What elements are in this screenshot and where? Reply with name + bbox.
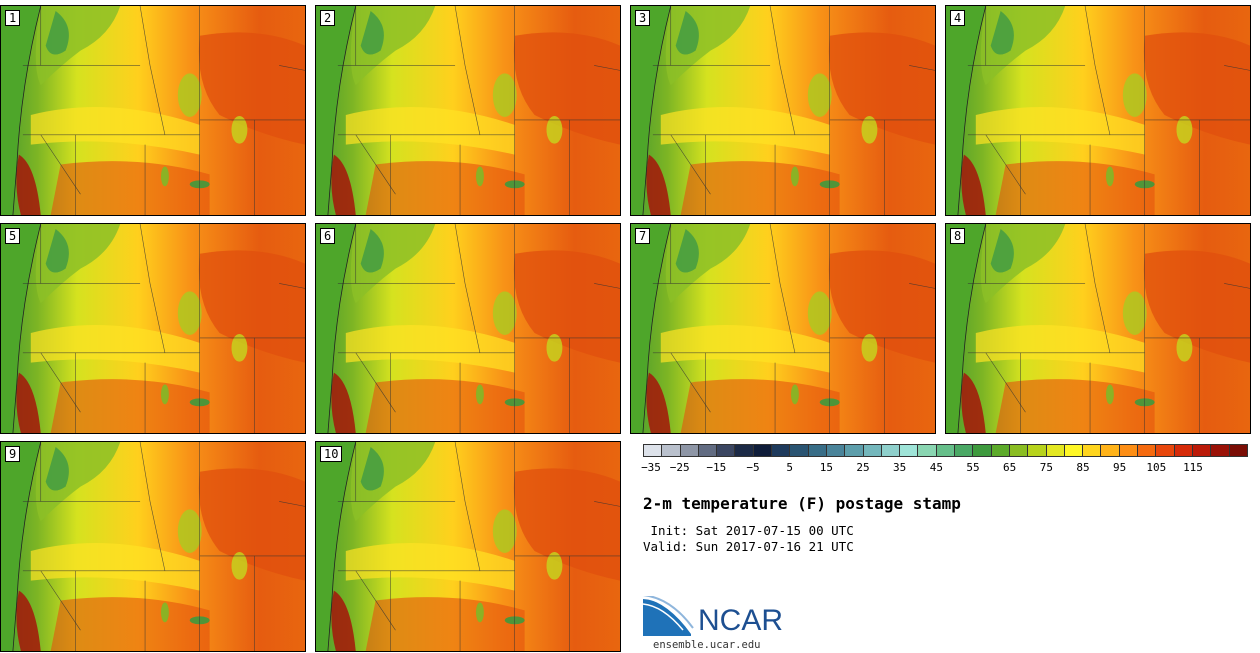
panel-number: 6 — [320, 228, 336, 244]
colorbar-tick-label: 65 — [1003, 461, 1017, 474]
stamp-panel-8: 8 — [945, 223, 1251, 434]
colorbar-tick-label: 35 — [893, 461, 907, 474]
colorbar-tick-label: −35 — [641, 461, 661, 474]
colorbar-swatch — [808, 445, 827, 456]
colorbar-swatch — [1028, 445, 1047, 456]
valid-time: Valid: Sun 2017-07-16 21 UTC — [643, 539, 854, 554]
colorbar-swatch — [826, 445, 846, 456]
colorbar-tick-label: 5 — [786, 461, 793, 474]
stamp-panel-10: 10 — [315, 441, 621, 652]
colorbar-tick-label: 105 — [1146, 461, 1167, 474]
colorbar-swatch — [1156, 445, 1175, 456]
panel-number: 8 — [950, 228, 966, 244]
stamp-panel-7: 7 — [630, 223, 936, 434]
colorbar-swatch — [772, 445, 791, 456]
colorbar-swatches — [643, 444, 1248, 457]
colorbar-tick-label: 115 — [1183, 461, 1203, 474]
colorbar-swatch — [881, 445, 901, 456]
stamp-panel-6: 6 — [315, 223, 621, 434]
colorbar-swatch — [1119, 445, 1139, 456]
colorbar-swatch — [1229, 445, 1247, 456]
stamp-panel-4: 4 — [945, 5, 1251, 216]
panel-number: 2 — [320, 10, 336, 26]
colorbar-swatch — [680, 445, 699, 456]
temperature-map — [316, 224, 620, 433]
colorbar-tick-label: −15 — [706, 461, 727, 474]
colorbar-swatch — [644, 445, 663, 456]
colorbar-swatch — [1009, 445, 1029, 456]
stamp-panel-5: 5 — [0, 223, 306, 434]
panel-number: 5 — [5, 228, 21, 244]
colorbar-tick-label: −25 — [669, 461, 690, 474]
colorbar-tick-label: 75 — [1039, 461, 1053, 474]
colorbar-swatch — [790, 445, 809, 456]
colorbar-ticks: −35 −25 −15 −5 5 15 25 35 45 55 65 75 85 95 105 115 — [641, 457, 1248, 475]
colorbar-tick-label: 25 — [856, 461, 870, 474]
chart-title: 2-m temperature (F) postage stamp — [643, 494, 961, 513]
colorbar-swatch — [1138, 445, 1157, 456]
stamp-panel-3: 3 — [630, 5, 936, 216]
temperature-map — [946, 224, 1250, 433]
colorbar-swatch — [1064, 445, 1084, 456]
colorbar-swatch — [1174, 445, 1193, 456]
panel-number: 1 — [5, 10, 21, 26]
panel-number: 7 — [635, 228, 651, 244]
colorbar-swatch — [735, 445, 754, 456]
colorbar-swatch — [1192, 445, 1212, 456]
temperature-map — [946, 6, 1250, 215]
colorbar-swatch — [973, 445, 992, 456]
init-time: Init: Sat 2017-07-15 00 UTC — [643, 523, 854, 538]
panel-number: 10 — [320, 446, 343, 462]
temperature-map — [631, 6, 935, 215]
temperature-map — [1, 442, 305, 651]
colorbar-swatch — [698, 445, 718, 456]
colorbar-swatch — [955, 445, 974, 456]
colorbar-swatch — [863, 445, 882, 456]
colorbar-tick-label: −5 — [746, 461, 760, 474]
ncar-logo-icon — [643, 596, 694, 636]
colorbar-swatch — [936, 445, 956, 456]
temperature-map — [316, 6, 620, 215]
stamp-panel-9: 9 — [0, 441, 306, 652]
panel-number: 3 — [635, 10, 651, 26]
temperature-map — [316, 442, 620, 651]
temperature-map — [1, 6, 305, 215]
colorbar-tick-label: 55 — [966, 461, 980, 474]
colorbar-swatch — [1046, 445, 1065, 456]
site-url: ensemble.ucar.edu — [653, 639, 761, 651]
temperature-colorbar: −35 −25 −15 −5 5 15 25 35 45 55 65 75 85 95 105 115 — [641, 444, 1248, 478]
colorbar-swatch — [991, 445, 1010, 456]
colorbar-tick-label: 85 — [1076, 461, 1090, 474]
colorbar-swatch — [918, 445, 937, 456]
stamp-panel-1: 1 — [0, 5, 306, 216]
stamp-panel-2: 2 — [315, 5, 621, 216]
temperature-map — [1, 224, 305, 433]
colorbar-swatch — [900, 445, 919, 456]
panel-number: 9 — [5, 446, 21, 462]
colorbar-swatch — [717, 445, 736, 456]
ncar-logo-text: NCAR — [698, 604, 784, 637]
colorbar-swatch — [662, 445, 681, 456]
colorbar-tick-label: 15 — [819, 461, 833, 474]
panel-number: 4 — [950, 10, 966, 26]
colorbar-swatch — [845, 445, 864, 456]
colorbar-swatch — [1211, 445, 1230, 456]
colorbar-tick-label: 95 — [1113, 461, 1127, 474]
colorbar-tick-label: 45 — [929, 461, 943, 474]
colorbar-swatch — [1083, 445, 1102, 456]
temperature-map — [631, 224, 935, 433]
colorbar-swatch — [753, 445, 773, 456]
colorbar-swatch — [1101, 445, 1120, 456]
